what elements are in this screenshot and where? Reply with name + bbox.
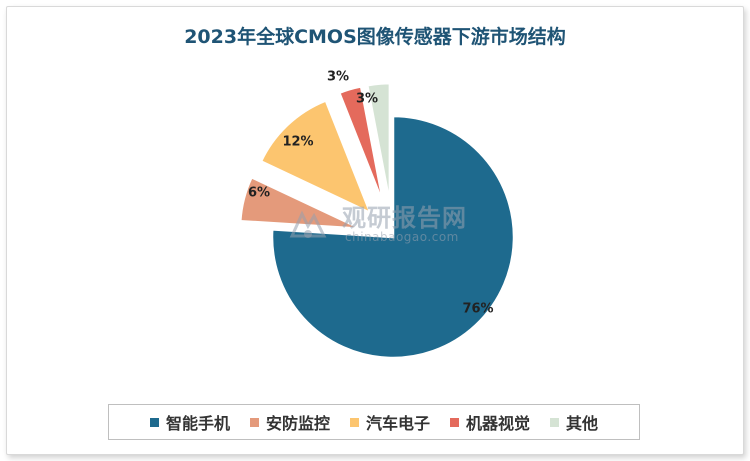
legend-item-machine-vision: 机器视觉: [450, 410, 530, 434]
chart-title: 2023年全球CMOS图像传感器下游市场结构: [184, 26, 566, 48]
chart-legend: 智能手机 安防监控 汽车电子 机器视觉 其他: [108, 404, 640, 440]
legend-swatch: [249, 417, 259, 427]
legend-swatch: [550, 417, 560, 427]
legend-item-automotive: 汽车电子: [349, 410, 430, 434]
legend-label: 其他: [566, 414, 599, 433]
legend-swatch: [149, 417, 159, 427]
pie-slices: [238, 81, 516, 360]
watermark-logo-icon: [289, 210, 327, 238]
slice-machine-vision: [337, 84, 386, 206]
data-label: 3%: [327, 70, 349, 85]
legend-swatch: [349, 417, 359, 427]
slice-automotive: [259, 98, 373, 216]
slice-smartphone: [270, 114, 516, 360]
legend-item-other: 其他: [550, 410, 598, 434]
slice-other: [365, 81, 392, 205]
data-label: 6%: [248, 186, 270, 201]
watermark-text: 观研报告网: [342, 204, 467, 232]
data-label: 3%: [356, 92, 378, 107]
legend-item-security: 安防监控: [249, 410, 330, 434]
legend-label: 智能手机: [165, 414, 230, 433]
watermark-subtext: chinabaogao.com: [345, 230, 459, 244]
data-label: 12%: [282, 135, 313, 150]
legend-label: 汽车电子: [365, 414, 430, 433]
data-label: 76%: [462, 302, 493, 317]
pie-labels: 76% 6% 12% 3% 3%: [248, 70, 494, 317]
legend-label: 安防监控: [265, 414, 330, 433]
chart-frame: [6, 6, 744, 455]
legend-swatch: [450, 417, 459, 427]
legend-item-smartphone: 智能手机: [149, 410, 230, 434]
slice-security: [238, 175, 362, 231]
legend-label: 机器视觉: [466, 414, 531, 433]
